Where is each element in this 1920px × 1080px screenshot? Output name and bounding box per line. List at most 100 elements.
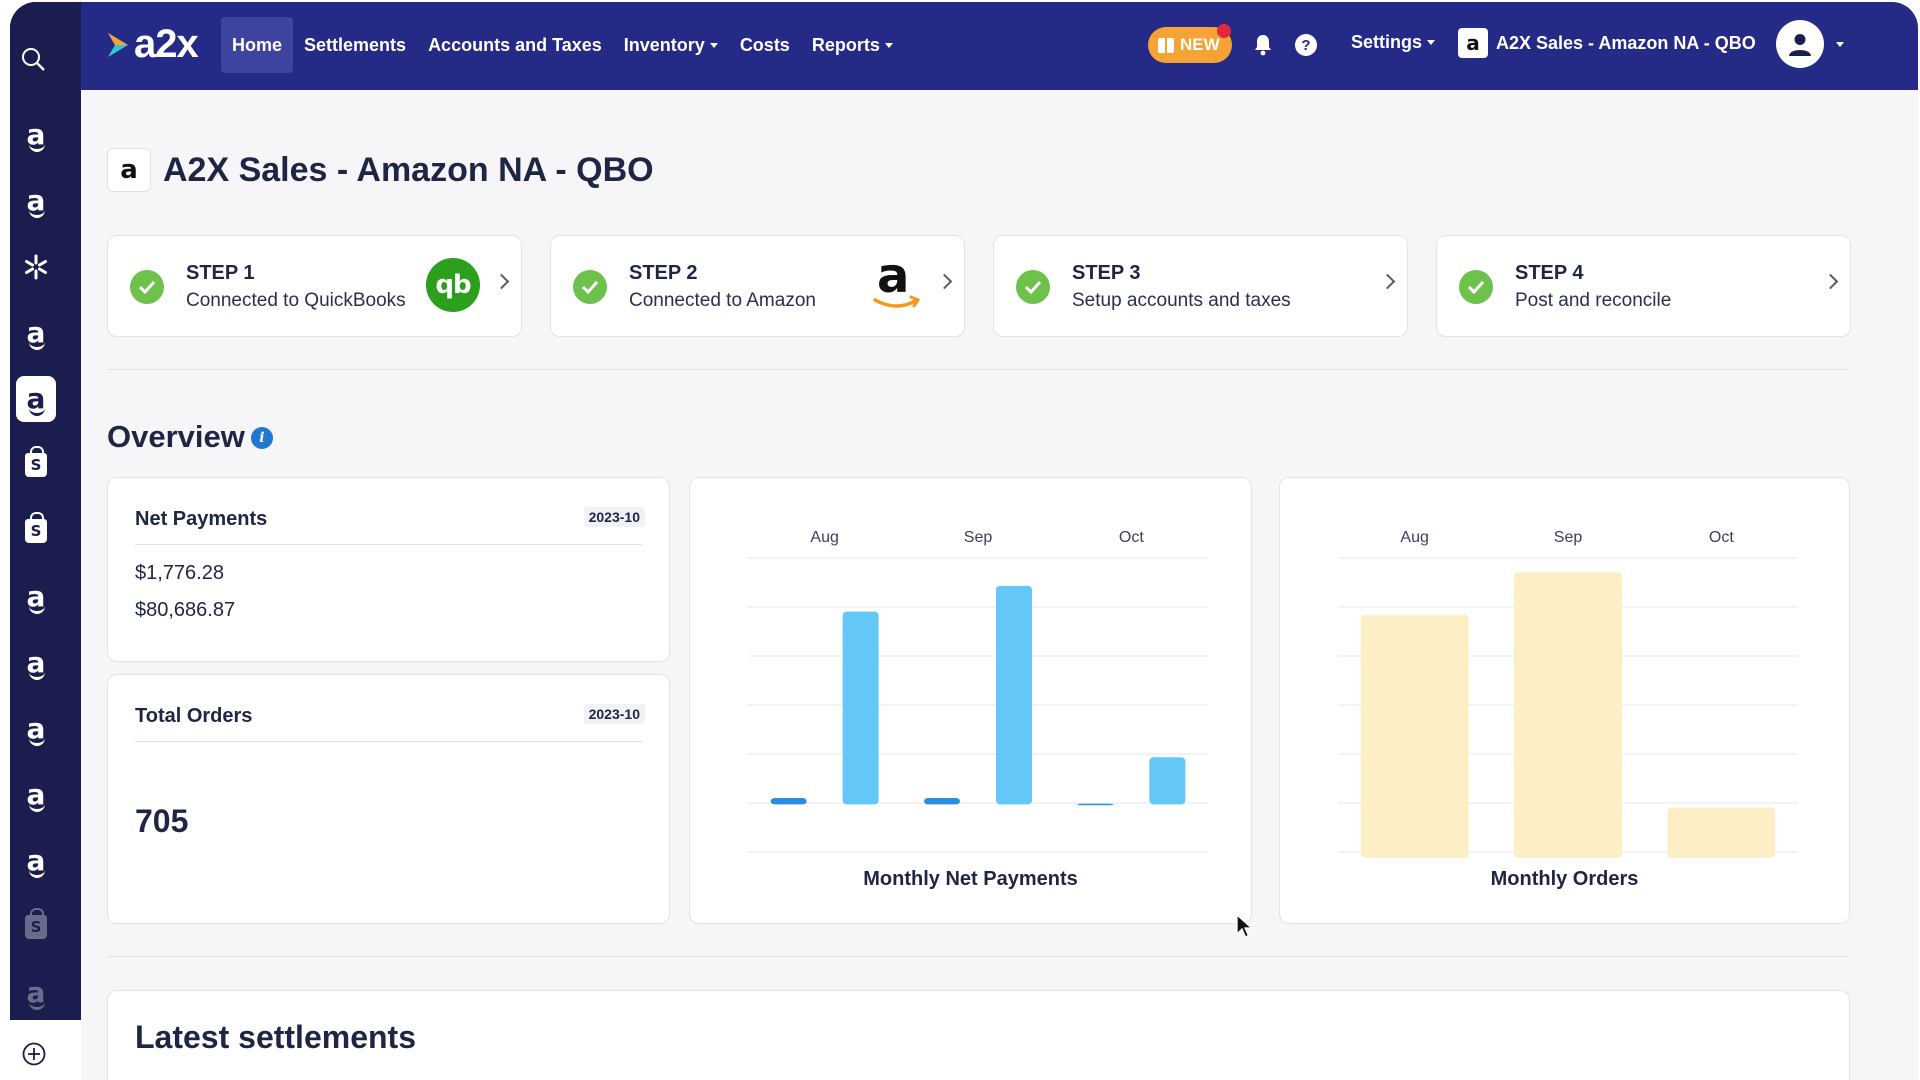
chevron-down-icon[interactable] (1836, 42, 1844, 47)
logo-mark-icon (108, 32, 128, 57)
shopify-icon[interactable]: S (16, 508, 56, 554)
amazon-icon[interactable]: a (26, 976, 46, 1010)
amazon-icon[interactable]: a (26, 184, 46, 218)
overview-title: Overview (107, 419, 245, 454)
net-payments-value: $80,686.87 (135, 599, 236, 621)
bar (842, 611, 879, 805)
a2x-logo[interactable]: a2x (106, 22, 199, 67)
step-number: STEP 4 (1515, 262, 1584, 284)
x-tick-label: Sep (1554, 529, 1583, 546)
help-icon[interactable]: ? (1294, 32, 1318, 58)
chart-canvas: Aug Sep Oct (748, 529, 1208, 853)
bar (924, 798, 960, 805)
bar (1360, 615, 1469, 858)
chevron-right-icon (1822, 273, 1839, 290)
amazon-icon[interactable]: a (26, 118, 46, 152)
step-description: Connected to Amazon (629, 290, 816, 311)
nav-item-reports[interactable]: Reports (801, 17, 904, 73)
nav-item-costs[interactable]: Costs (729, 17, 801, 73)
period-badge: 2023-10 (583, 507, 645, 527)
check-icon (1016, 270, 1050, 304)
nav-item-home[interactable]: Home (221, 17, 294, 73)
chevron-down-icon (709, 42, 718, 48)
nav-item-inventory[interactable]: Inventory (613, 17, 729, 73)
step-card-3[interactable]: STEP 3 Setup accounts and taxes (993, 235, 1408, 337)
amazon-icon[interactable]: a (26, 580, 46, 614)
step-number: STEP 3 (1072, 262, 1141, 284)
chevron-right-icon (493, 273, 510, 290)
amazon-icon[interactable]: a (26, 646, 46, 680)
latest-settlements-title: Latest settlements (135, 1019, 416, 1055)
nav-item-settlements[interactable]: Settlements (293, 17, 417, 73)
settings-menu[interactable]: Settings (1351, 32, 1436, 53)
nav-item-label: Reports (811, 34, 880, 55)
nav-item-label: Settlements (304, 34, 407, 55)
net-payments-label: Net Payments (135, 508, 268, 530)
net-payments-value: $1,776.28 (135, 562, 224, 584)
user-icon (1789, 34, 1811, 56)
user-avatar[interactable] (1776, 20, 1824, 68)
amazon-icon[interactable]: a (26, 844, 46, 878)
new-features-button[interactable]: NEW (1148, 24, 1232, 63)
section-divider (107, 956, 1850, 957)
rail-background (10, 2, 81, 1020)
setup-steps: STEP 1 Connected to QuickBooks qb STEP 2… (107, 235, 1851, 337)
shopify-icon[interactable]: S (16, 442, 56, 488)
latest-settlements-card: Latest settlements (107, 990, 1850, 1080)
nav-item-label: Accounts and Taxes (428, 34, 602, 55)
x-tick-label: Aug (1400, 529, 1428, 546)
step-number: STEP 1 (186, 262, 255, 284)
page-header: a A2X Sales - Amazon NA - QBO (107, 148, 654, 192)
total-orders-value: 705 (135, 803, 189, 839)
add-workspace-icon[interactable] (22, 1042, 46, 1066)
nav-item-label: Home (232, 34, 283, 55)
step-card-1[interactable]: STEP 1 Connected to QuickBooks qb (107, 235, 522, 337)
notification-dot (1216, 24, 1231, 38)
total-orders-label: Total Orders (135, 705, 253, 727)
amazon-icon[interactable]: a (26, 712, 46, 746)
bar (770, 798, 807, 805)
card-divider (135, 544, 642, 545)
chevron-right-icon (1379, 273, 1396, 290)
search-icon[interactable] (20, 46, 46, 72)
page-title: A2X Sales - Amazon NA - QBO (163, 150, 654, 189)
amazon-icon[interactable]: a (16, 376, 56, 422)
organization-name: A2X Sales - Amazon NA - QBO (1496, 32, 1756, 53)
x-tick-label: Oct (1709, 529, 1734, 546)
chart-canvas: Aug Sep Oct (1338, 529, 1798, 858)
new-label: NEW (1180, 35, 1220, 54)
info-icon[interactable]: i (250, 427, 273, 449)
quickbooks-logo: qb (426, 258, 480, 312)
section-divider (107, 369, 1850, 370)
walmart-icon[interactable] (16, 244, 56, 290)
top-navigation: a2x Home Settlements Accounts and Taxes Inv… (81, 2, 1918, 90)
amazon-icon: a (1458, 28, 1488, 58)
nav-item-accounts-and-taxes[interactable]: Accounts and Taxes (417, 17, 613, 73)
step-number: STEP 2 (629, 262, 698, 284)
organization-switcher[interactable]: a A2X Sales - Amazon NA - QBO (1458, 28, 1756, 58)
chevron-right-icon (936, 273, 953, 290)
step-card-2[interactable]: STEP 2 Connected to Amazon a (550, 235, 965, 337)
chart-title: Monthly Orders (1490, 868, 1639, 890)
step-card-4[interactable]: STEP 4 Post and reconcile (1436, 235, 1851, 337)
amazon-icon[interactable]: a (26, 778, 46, 812)
amazon-icon: a (107, 148, 151, 192)
mouse-cursor-icon (1236, 914, 1254, 938)
bar (1514, 572, 1622, 858)
chart-title: Monthly Net Payments (863, 868, 1078, 890)
amazon-icon[interactable]: a (26, 316, 46, 350)
x-tick-label: Oct (1119, 529, 1144, 546)
total-orders-card: Total Orders 2023-10 705 (107, 674, 670, 924)
bell-icon[interactable] (1251, 32, 1275, 58)
step-description: Setup accounts and taxes (1072, 290, 1291, 311)
step-description: Connected to QuickBooks (186, 290, 406, 311)
settings-label: Settings (1351, 32, 1423, 52)
overview-header: Overview i (107, 419, 273, 455)
shopify-icon[interactable]: S (16, 904, 56, 950)
check-icon (573, 270, 607, 304)
check-icon (1459, 270, 1493, 304)
nav-item-label: Inventory (623, 34, 705, 55)
x-tick-label: Aug (810, 529, 838, 546)
